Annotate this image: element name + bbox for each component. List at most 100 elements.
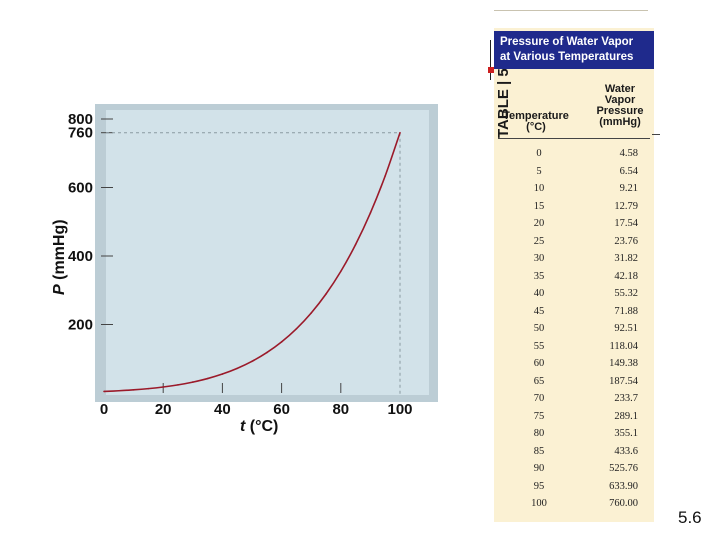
y-tick-label-800: 800 (68, 111, 93, 128)
column-header-pressure-line-4: (mmHg) (599, 116, 641, 128)
pressure-cell: 633.90 (609, 480, 638, 492)
data-point-35 (206, 377, 209, 380)
x-tick-label-100: 100 (387, 401, 412, 418)
column-header-pressure-line-1: Water (604, 83, 636, 95)
temperature-cell: 80 (533, 428, 545, 439)
temperature-cell: 55 (533, 340, 545, 352)
data-point-50 (251, 360, 253, 363)
table-row: 100 760.00 (494, 496, 654, 514)
y-tick-label-200: 200 (68, 317, 93, 334)
table-row: 20 17.54 (494, 216, 654, 234)
x-tick-label-40: 40 (214, 401, 231, 418)
temperature-cell: 30 (533, 253, 545, 264)
column-header-temperature-line-1: Temperature (503, 110, 569, 122)
table-row: 90 525.76 (494, 461, 654, 479)
temperature-cell: 0 (536, 148, 542, 159)
table-body: 0 4.58 5 6.54 10 9.21 15 12.79 20 17.54 25 23.76 30 3… (494, 146, 654, 514)
data-point-60 (280, 341, 283, 343)
data-point-65 (295, 327, 298, 330)
plot-area (106, 110, 429, 395)
pressure-cell: 4.58 (619, 148, 638, 159)
pressure-cell: 23.76 (614, 235, 638, 247)
data-point-20 (162, 386, 164, 388)
pressure-cell: 118.04 (609, 340, 639, 352)
data-point-75 (325, 293, 327, 295)
y-tick-label-400: 400 (68, 248, 93, 265)
x-tick-label-0: 0 (100, 401, 108, 418)
column-header-pressure-line-3: Pressure (596, 105, 644, 117)
temperature-cell: 20 (533, 218, 545, 229)
temperature-cell: 60 (533, 358, 545, 369)
pressure-cell: 760.00 (609, 498, 638, 509)
table-label-divider (490, 40, 491, 80)
column-header-pressure-line-2: Vapor (604, 94, 636, 106)
table-title-line-1: Pressure of Water Vapor (500, 36, 634, 48)
data-point-80 (340, 270, 342, 273)
temperature-cell: 25 (533, 235, 545, 247)
table-row: 5 6.54 (494, 164, 654, 182)
pressure-cell: 42.18 (614, 270, 638, 282)
y-tick-label-760: 760 (68, 125, 93, 142)
pressure-cell: 187.54 (609, 375, 638, 387)
pressure-cell: 433.6 (614, 445, 638, 457)
table-marker-icon (488, 67, 494, 73)
pressure-cell: 6.54 (619, 165, 638, 177)
temperature-cell: 100 (531, 498, 547, 509)
pressure-cell: 17.54 (614, 218, 638, 229)
table-row: 0 4.58 (494, 146, 654, 164)
temperature-cell: 90 (533, 463, 545, 474)
table-top-rule (494, 10, 648, 11)
temperature-cell: 75 (533, 410, 545, 422)
table-row: 50 92.51 (494, 321, 654, 339)
data-point-70 (310, 312, 313, 314)
table-row: 30 31.82 (494, 251, 654, 269)
pressure-cell: 355.1 (614, 428, 638, 439)
table-row: 25 23.76 (494, 234, 654, 252)
pressure-cell: 55.32 (614, 288, 638, 299)
x-tick-label-80: 80 (332, 401, 349, 418)
data-point-40 (221, 373, 224, 375)
table-row: 45 71.88 (494, 304, 654, 322)
table-row: 35 42.18 (494, 269, 654, 287)
column-header-temperature-line-2: (°C) (526, 121, 546, 133)
x-axis: 0 20 40 60 80 100 (100, 383, 413, 418)
temperature-cell: 5 (536, 165, 542, 177)
pressure-cell: 31.82 (614, 253, 638, 264)
pressure-cell: 233.7 (614, 393, 638, 404)
table-row: 10 9.21 (494, 181, 654, 199)
table-row: 95 633.90 (494, 479, 654, 497)
pressure-cell: 71.88 (614, 305, 638, 317)
table-row: 40 55.32 (494, 286, 654, 304)
data-point-85 (354, 243, 357, 246)
table-label: TABLE | 5.3 (462, 28, 512, 138)
data-point-30 (192, 381, 194, 383)
temperature-cell: 35 (533, 270, 545, 282)
table-row: 55 118.04 (494, 339, 654, 357)
y-tick-label-600: 600 (68, 180, 93, 197)
data-point-5 (118, 389, 120, 392)
data-point-10 (132, 389, 135, 391)
table-header-tick (652, 134, 660, 135)
data-point-100 (399, 131, 401, 134)
pressure-cell: 92.51 (614, 323, 638, 334)
data-points (103, 131, 401, 393)
pressure-cell: 149.38 (609, 358, 638, 369)
table-row: 65 187.54 (494, 374, 654, 392)
temperature-cell: 65 (533, 375, 545, 387)
table-row: 70 233.7 (494, 391, 654, 409)
data-point-90 (369, 212, 372, 214)
x-axis-title: t (°C) (240, 418, 278, 435)
data-point-15 (147, 387, 150, 390)
data-point-55 (266, 351, 268, 354)
data-point-45 (236, 367, 238, 370)
temperature-cell: 95 (533, 480, 545, 492)
table-row: 75 289.1 (494, 409, 654, 427)
temperature-cell: 10 (533, 183, 545, 194)
temperature-cell: 85 (533, 445, 545, 457)
data-point-25 (177, 384, 179, 386)
pressure-cell: 9.21 (619, 183, 638, 194)
temperature-cell: 45 (533, 305, 545, 317)
table-title-line-2: at Various Temperatures (500, 51, 634, 63)
table-header-rule (498, 138, 650, 139)
